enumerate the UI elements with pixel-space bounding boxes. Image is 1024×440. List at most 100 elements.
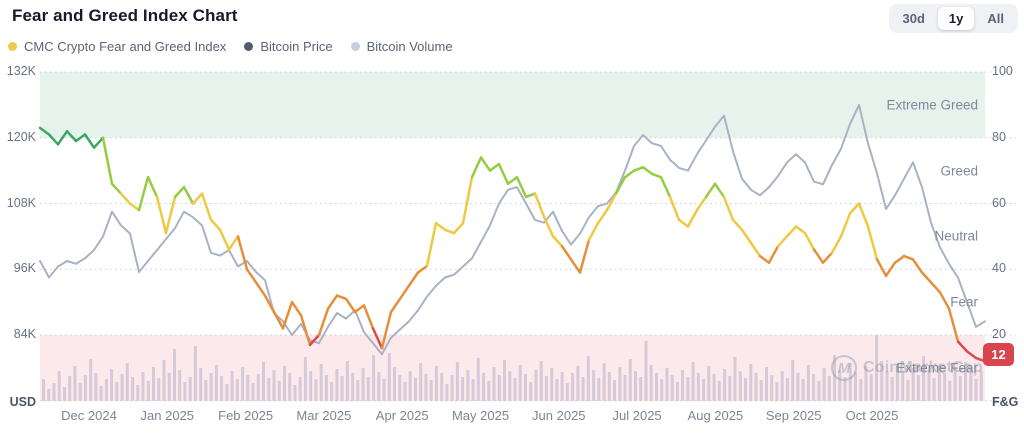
- volume-bar: [948, 381, 952, 401]
- fear-greed-segment: [128, 202, 141, 212]
- legend-item-bitcoin-volume[interactable]: Bitcoin Volume: [350, 39, 453, 54]
- volume-bar: [351, 373, 355, 401]
- legend-dot-icon: [350, 42, 360, 51]
- volume-bar: [167, 373, 171, 401]
- fear-greed-segment: [623, 169, 636, 179]
- fear-greed-segment: [452, 221, 465, 235]
- fear-greed-segment: [776, 235, 789, 248]
- legend-item-cmc-crypto-fear-and-greed-index[interactable]: CMC Crypto Fear and Greed Index: [8, 39, 226, 54]
- fear-greed-segment: [875, 258, 888, 278]
- volume-bar: [178, 370, 182, 401]
- fear-greed-line: [38, 126, 987, 363]
- volume-bar: [209, 373, 213, 401]
- volume-bar: [717, 381, 721, 401]
- fear-greed-segment: [866, 225, 879, 261]
- volume-bar: [482, 373, 486, 401]
- range-button-all[interactable]: All: [987, 11, 1004, 26]
- volume-bar: [733, 357, 737, 401]
- range-button-30d[interactable]: 30d: [902, 11, 925, 26]
- fear-greed-segment: [569, 258, 582, 274]
- fear-greed-segment: [371, 327, 384, 350]
- volume-bar: [943, 373, 947, 401]
- fear-greed-segment: [47, 133, 60, 146]
- zone-label-fear: Fear: [950, 294, 978, 310]
- fear-greed-segment: [587, 221, 600, 241]
- volume-bar: [958, 376, 962, 401]
- volume-bar: [895, 364, 899, 401]
- fear-greed-segment: [794, 225, 807, 235]
- volume-bar: [906, 380, 910, 401]
- range-selector: 30d 1y All: [888, 4, 1018, 33]
- fear-greed-segment: [848, 202, 861, 215]
- volume-bar: [812, 374, 816, 401]
- fear-greed-segment: [857, 202, 870, 228]
- volume-bar: [267, 378, 271, 401]
- volume-bar: [393, 367, 396, 401]
- volume-bar: [188, 377, 192, 401]
- left-axis-tick: 120K: [6, 129, 36, 144]
- volume-bar: [592, 370, 596, 401]
- fear-greed-segment: [605, 192, 618, 212]
- fear-greed-segment: [272, 310, 285, 330]
- volume-bar: [508, 371, 512, 401]
- volume-bar: [356, 380, 360, 401]
- x-axis-tick: Feb 2025: [218, 408, 274, 423]
- x-axis-tick: Aug 2025: [687, 408, 744, 423]
- fear-greed-segment: [416, 264, 429, 274]
- fear-greed-segment: [191, 192, 204, 205]
- volume-bar: [52, 383, 56, 401]
- volume-bar: [796, 373, 800, 401]
- legend-dot-icon: [244, 42, 254, 51]
- volume-bar: [644, 341, 648, 401]
- fear-greed-segment: [650, 172, 663, 179]
- zone-label-extreme-greed: Extreme Greed: [886, 97, 978, 113]
- legend-dot-icon: [8, 42, 17, 51]
- volume-bar: [193, 346, 197, 401]
- range-button-1y[interactable]: 1y: [937, 7, 975, 30]
- fear-greed-segment: [713, 182, 726, 199]
- fear-greed-segment: [632, 166, 645, 172]
- volume-bar: [859, 379, 863, 401]
- volume-bar: [47, 389, 51, 401]
- fear-greed-segment: [110, 182, 123, 195]
- volume-bar: [497, 375, 501, 401]
- volume-bar: [565, 383, 569, 401]
- volume-bar: [880, 361, 884, 401]
- volume-bar: [256, 374, 260, 401]
- volume-bar: [518, 365, 522, 401]
- fear-greed-segment: [704, 182, 717, 199]
- fear-greed-segment: [722, 195, 735, 222]
- volume-bar: [183, 382, 187, 401]
- fear-greed-segment: [884, 261, 897, 278]
- legend-item-label: CMC Crypto Fear and Greed Index: [24, 39, 227, 54]
- volume-bar: [466, 370, 470, 401]
- fear-greed-segment: [461, 175, 474, 225]
- page-title: Fear and Greed Index Chart: [12, 6, 238, 25]
- volume-bar: [146, 381, 150, 401]
- volume-bar: [696, 373, 700, 401]
- chart-canvas: [38, 71, 1016, 402]
- volume-bar: [136, 385, 140, 401]
- fear-greed-segment: [398, 284, 411, 301]
- volume-bar: [649, 365, 653, 401]
- volume-bar: [63, 387, 66, 401]
- volume-bar: [246, 375, 250, 401]
- fear-greed-segment: [317, 307, 330, 337]
- volume-bar: [120, 374, 124, 401]
- volume-bar: [555, 379, 559, 401]
- fear-greed-segment: [443, 228, 456, 235]
- zone-label-extreme-fear: Extreme Fear: [896, 360, 978, 376]
- volume-bar: [634, 371, 637, 401]
- volume-bar: [83, 375, 87, 401]
- volume-bar: [969, 372, 973, 401]
- fear-greed-segment: [641, 166, 654, 176]
- volume-bar: [979, 371, 983, 401]
- x-axis-tick: Oct 2025: [845, 408, 899, 423]
- fear-greed-segment: [380, 310, 393, 350]
- volume-bar: [419, 363, 423, 401]
- fear-greed-segment: [839, 212, 852, 238]
- volume-bar: [262, 362, 265, 401]
- legend-item-bitcoin-price[interactable]: Bitcoin Price: [244, 39, 333, 54]
- fear-greed-segment: [344, 297, 357, 314]
- volume-bar: [309, 371, 313, 401]
